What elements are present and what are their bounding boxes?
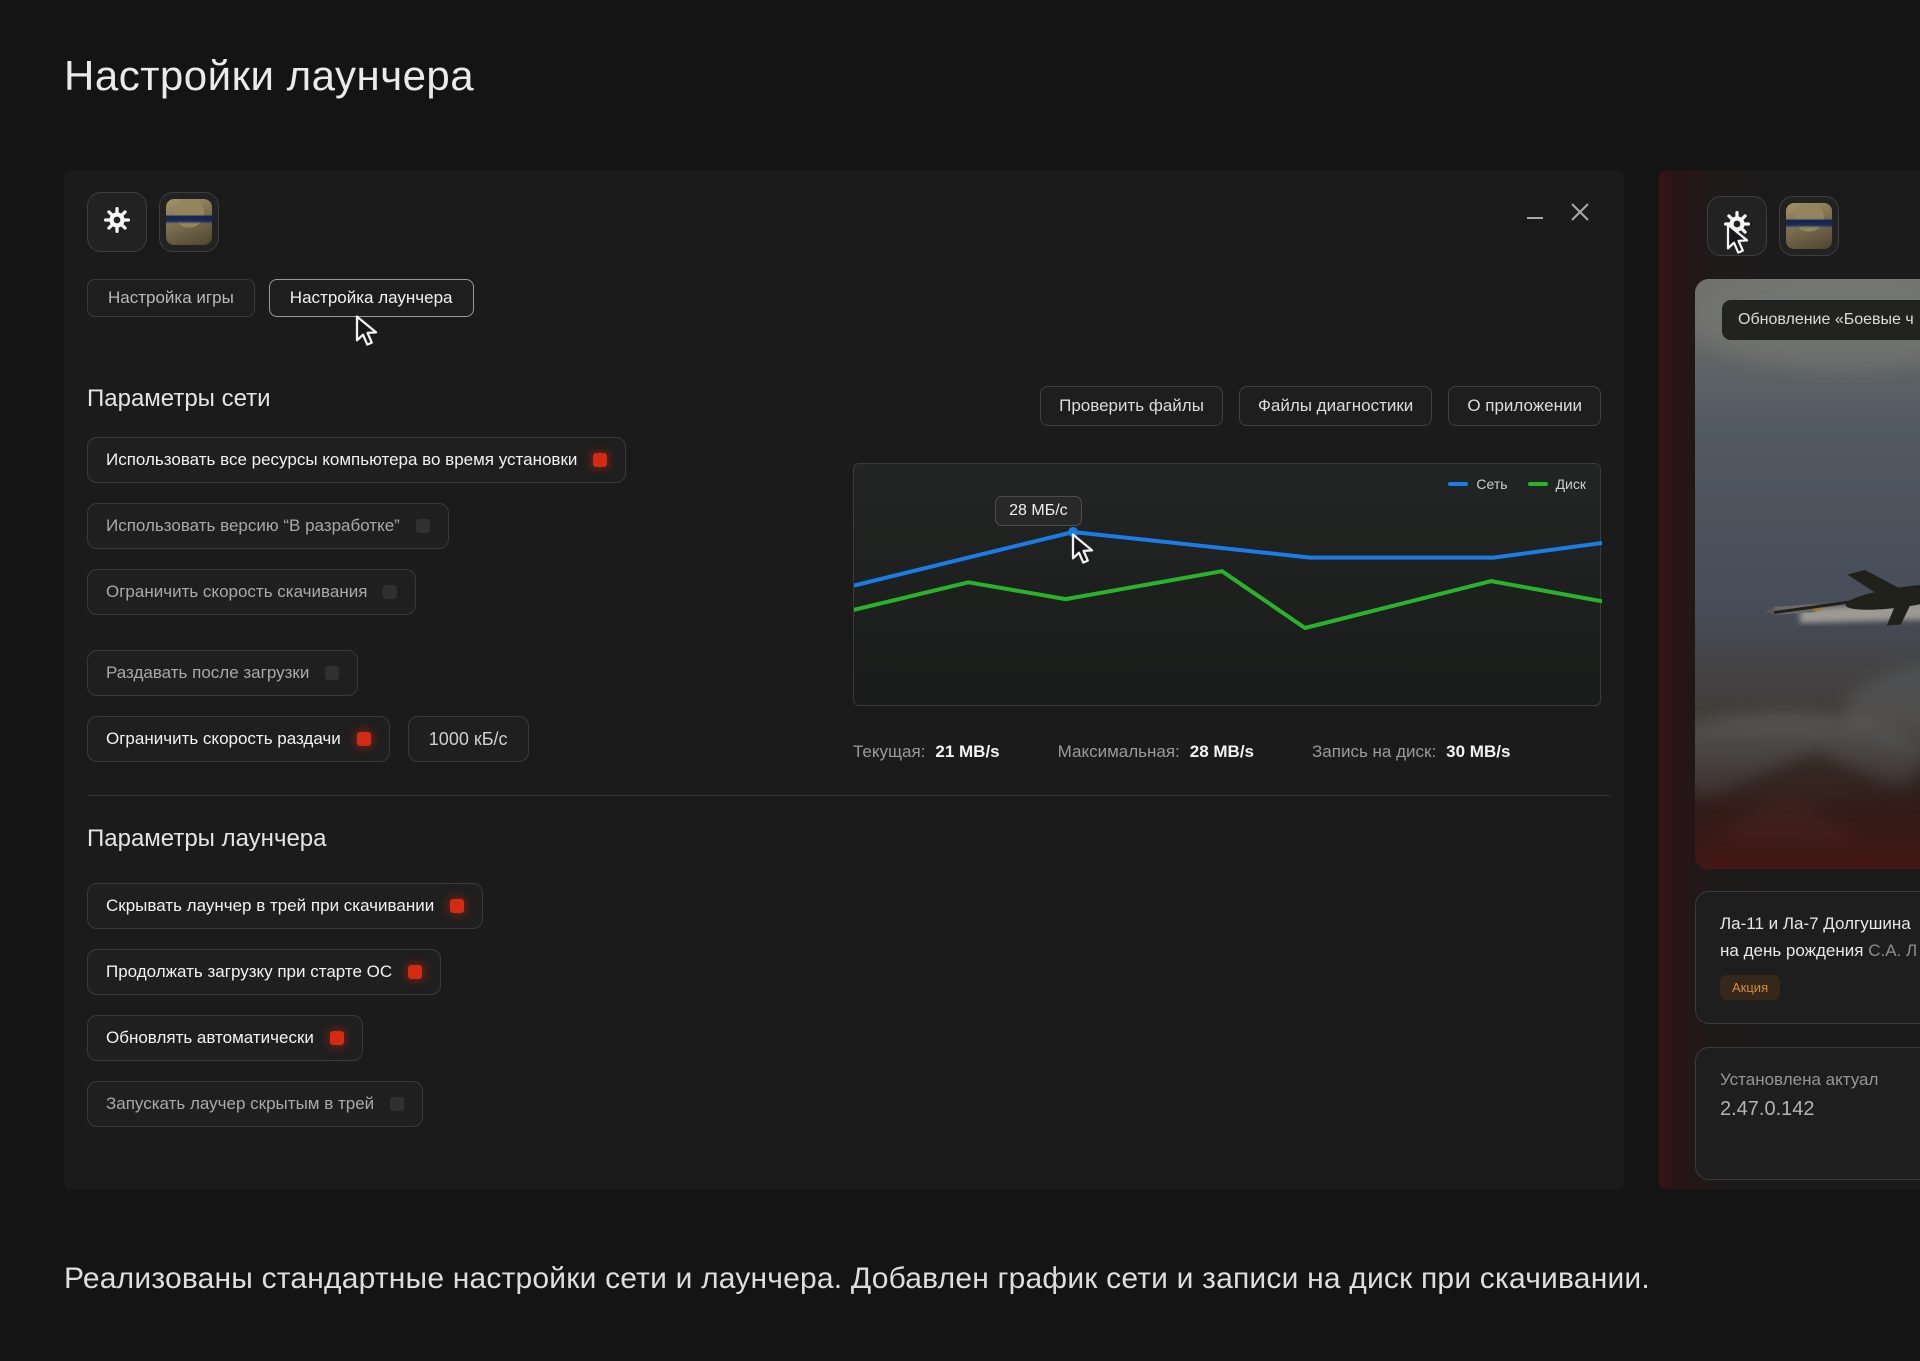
checkbox-checked-indicator <box>408 965 423 979</box>
toggle-label: Использовать версию “В разработке” <box>106 516 400 535</box>
preview-avatar-button[interactable] <box>1779 196 1839 256</box>
legend-item-Диск: Диск <box>1527 476 1586 492</box>
toggle-label: Ограничить скорость скачивания <box>106 582 368 601</box>
checkbox-unchecked-indicator <box>325 666 340 680</box>
network-toggle-row: Использовать все ресурсы компьютера во в… <box>87 437 847 483</box>
chart-line-Диск <box>854 569 1602 630</box>
news-title-pill: Обновление «Боевые ч <box>1722 300 1920 340</box>
hide-launcher-to-tray-toggle[interactable]: Скрывать лаунчер в трей при скачивании <box>87 883 484 929</box>
network-toggle-row: Ограничить скорость раздачи 1000 кБ/с <box>87 716 847 762</box>
avatar <box>166 199 212 245</box>
diagnostic-files-button[interactable]: Файлы диагностики <box>1238 386 1433 426</box>
checkbox-checked-indicator <box>450 899 465 913</box>
checkbox-checked-indicator <box>593 453 608 467</box>
settings-gear-button[interactable] <box>87 192 147 252</box>
version-status-text: Установлена актуал <box>1720 1070 1879 1089</box>
checkbox-checked-indicator <box>329 1031 344 1045</box>
network-toggle-row: Раздавать после загрузки <box>87 650 847 696</box>
auto-update-toggle[interactable]: Обновлять автоматически <box>87 1015 363 1061</box>
toggle-label: Использовать все ресурсы компьютера во в… <box>106 450 578 469</box>
chart-hover-point <box>1068 527 1079 538</box>
minimize-icon[interactable] <box>1524 201 1546 223</box>
verify-files-button[interactable]: Проверить файлы <box>1040 386 1223 426</box>
legend-dash-icon <box>1448 482 1469 486</box>
page-title: Настройки лаунчера <box>64 52 475 99</box>
page-caption: Реализованы стандартные настройки сети и… <box>64 1262 1650 1295</box>
chart-tooltip: 28 МБ/с <box>995 496 1082 527</box>
version-card[interactable]: Установлена актуал 2.47.0.142 <box>1695 1047 1920 1180</box>
use-dev-version-toggle[interactable]: Использовать версию “В разработке” <box>87 503 449 549</box>
promo-title-line1: Ла-11 и Ла-7 Долгушина <box>1720 914 1911 933</box>
promo-title-line2: на день рождения С.А. Л <box>1720 941 1918 960</box>
panel-actions: Проверить файлы Файлы диагностики О прилож… <box>853 386 1601 426</box>
use-all-resources-toggle[interactable]: Использовать все ресурсы компьютера во в… <box>87 437 627 483</box>
preview-gear-button[interactable] <box>1707 196 1767 256</box>
network-toggle-row: Использовать версию “В разработке” <box>87 503 847 549</box>
limit-upload-speed-toggle[interactable]: Ограничить скорость раздачи <box>87 716 390 762</box>
launcher-section-title: Параметры лаунчера <box>87 825 327 852</box>
version-number: 2.47.0.142 <box>1720 1098 1815 1120</box>
launcher-preview-panel: Обновление «Боевые ч Ла-11 и Ла-7 Долгуш… <box>1659 170 1920 1189</box>
speed-stat: Запись на диск: 30 MB/s <box>1312 742 1511 761</box>
toggle-label: Запускать лаучер скрытым в трей <box>106 1094 375 1113</box>
tab-launcher-settings[interactable]: Настройка лаунчера <box>268 279 474 317</box>
gear-icon <box>102 205 132 240</box>
settings-tabs: Настройка игры Настройка лаунчера <box>87 279 474 317</box>
speed-stat: Текущая: 21 MB/s <box>853 742 1000 761</box>
launcher-toggle-row: Запускать лаучер скрытым в трей <box>87 1081 847 1127</box>
news-promo-card[interactable]: Ла-11 и Ла-7 Долгушина на день рождения … <box>1695 891 1920 1024</box>
network-speed-chart[interactable]: Сеть Диск 28 МБ/с <box>853 463 1602 706</box>
checkbox-unchecked-indicator <box>390 1097 405 1111</box>
start-hidden-in-tray-toggle[interactable]: Запускать лаучер скрытым в трей <box>87 1081 424 1127</box>
launcher-toggle-row: Скрывать лаунчер в трей при скачивании <box>87 883 847 929</box>
toggle-label: Скрывать лаунчер в трей при скачивании <box>106 896 435 915</box>
legend-dash-icon <box>1527 482 1548 486</box>
launcher-toggle-row: Продолжать загрузку при старте ОС <box>87 949 847 995</box>
network-section-title: Параметры сети <box>87 385 271 412</box>
tab-game-settings[interactable]: Настройка игры <box>87 279 255 317</box>
network-toggle-row: Ограничить скорость скачивания <box>87 569 847 615</box>
checkbox-checked-indicator <box>356 732 371 746</box>
chart-legend: Сеть Диск <box>1448 476 1586 492</box>
checkbox-unchecked-indicator <box>383 585 398 599</box>
chart-line-Сеть <box>854 530 1602 588</box>
launcher-toggles: Скрывать лаунчер в трей при скачивании Пр… <box>87 883 847 1127</box>
limit-download-speed-toggle[interactable]: Ограничить скорость скачивания <box>87 569 417 615</box>
promo-badge: Акция <box>1720 975 1781 1000</box>
close-icon[interactable] <box>1568 200 1592 224</box>
avatar <box>1786 203 1832 249</box>
network-toggles: Использовать все ресурсы компьютера во в… <box>87 437 847 762</box>
profile-avatar-button[interactable] <box>159 192 219 252</box>
speed-stat: Максимальная: 28 MB/s <box>1057 742 1255 761</box>
upload-speed-limit-input[interactable]: 1000 кБ/с <box>407 716 529 762</box>
settings-window: Настройка игры Настройка лаунчера Параме… <box>64 170 1624 1189</box>
speed-stats: Текущая: 21 MB/s Максимальная: 28 MB/s Запис… <box>853 742 1601 762</box>
launcher-toggle-row: Обновлять автоматически <box>87 1015 847 1061</box>
gear-icon <box>1722 209 1752 244</box>
cursor-pointer-icon <box>355 315 378 346</box>
continue-download-on-os-start-toggle[interactable]: Продолжать загрузку при старте ОС <box>87 949 442 995</box>
checkbox-unchecked-indicator <box>415 519 430 533</box>
legend-item-Сеть: Сеть <box>1448 476 1508 492</box>
seed-after-download-toggle[interactable]: Раздавать после загрузки <box>87 650 359 696</box>
news-image-aircraft <box>1695 279 1920 869</box>
toggle-label: Раздавать после загрузки <box>106 663 310 682</box>
news-card[interactable]: Обновление «Боевые ч <box>1695 279 1920 869</box>
toggle-label: Ограничить скорость раздачи <box>106 729 341 748</box>
toggle-label: Продолжать загрузку при старте ОС <box>106 962 393 981</box>
section-divider <box>87 795 1610 796</box>
about-app-button[interactable]: О приложении <box>1448 386 1601 426</box>
toggle-label: Обновлять автоматически <box>106 1028 314 1047</box>
